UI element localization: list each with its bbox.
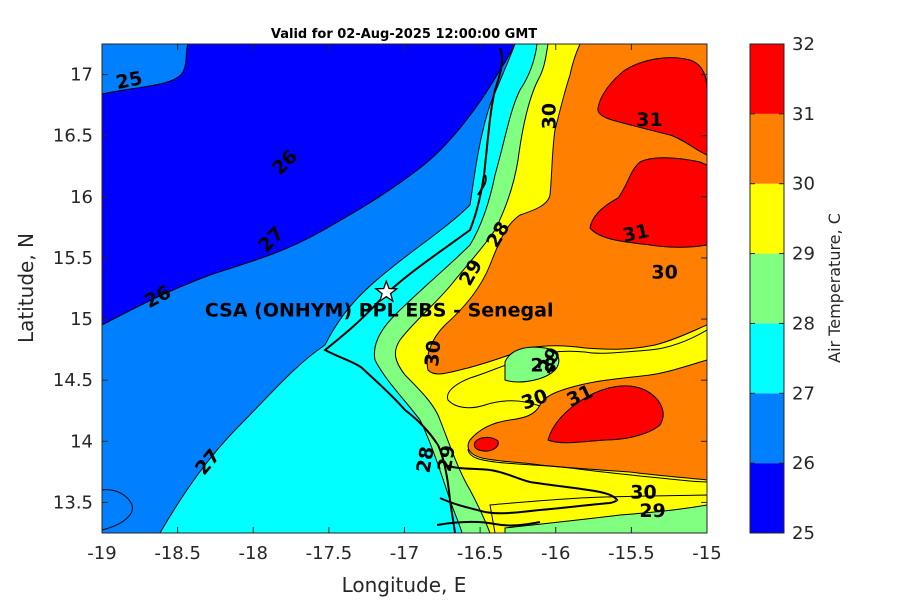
x-axis-label: Longitude, E: [342, 573, 467, 597]
contour-band-26-patch: [102, 489, 133, 531]
contour-band-31-upper-2: [589, 157, 707, 248]
contour-label: 25: [114, 67, 144, 94]
casamance-border: [436, 520, 541, 527]
y-axis-ticks: 13.5 14 14.5 15 15.5 16 16.5 17: [53, 65, 707, 513]
x-axis-ticks: -19 -18.5 -18 -17.5 -17 -16.5 -16 -15.5 -15: [87, 44, 722, 564]
x-tick-label: -17: [390, 543, 419, 564]
x-tick-label: -18.5: [154, 543, 201, 564]
contour-label: 30: [651, 262, 677, 284]
map-plot-area: [102, 44, 707, 533]
colorbar-tick-label: 31: [792, 104, 815, 125]
colorbar-band: [750, 463, 784, 533]
contour-label: 31: [636, 109, 662, 131]
contour-label: 30: [630, 482, 656, 504]
colorbar-band: [750, 253, 784, 324]
y-tick-label: 13.5: [53, 492, 93, 513]
contour-band-31-small: [473, 436, 499, 452]
y-tick-label: 16.5: [53, 126, 93, 147]
x-tick-label: -18: [239, 543, 268, 564]
colorbar-tick-label: 30: [792, 174, 815, 195]
x-tick-label: -15.5: [608, 543, 655, 564]
contour-label: 28: [530, 355, 556, 377]
x-tick-label: -16.5: [457, 543, 504, 564]
colorbar-tick-label: 25: [792, 523, 815, 544]
y-tick-label: 17: [70, 65, 93, 86]
colorbar-label: Air Temperature, C: [825, 213, 844, 363]
colorbar-ticks: 25 26 27 28 29 30 31 32: [750, 34, 815, 544]
y-axis-label: Latitude, N: [14, 233, 38, 343]
gambia-border-north: [444, 464, 618, 501]
contour-band-28-patch: [504, 346, 560, 383]
contour-label: 29: [639, 500, 665, 522]
y-tick-label: 15: [70, 309, 93, 330]
contour-label: 28: [413, 445, 439, 475]
colorbar-band: [750, 113, 784, 184]
x-tick-label: -16: [541, 543, 570, 564]
colorbar-tick-label: 27: [792, 383, 815, 404]
gambia-border-south: [439, 497, 619, 515]
y-tick-label: 16: [70, 187, 93, 208]
site-label: CSA (ONHYM) PPL EBS - Senegal: [205, 300, 554, 322]
colorbar: [750, 44, 784, 533]
site-star-icon: [374, 279, 399, 303]
y-tick-label: 14.5: [53, 370, 93, 391]
colorbar-tick-label: 32: [792, 34, 815, 55]
site-marker: CSA (ONHYM) PPL EBS - Senegal: [205, 279, 554, 322]
coastline: [323, 47, 504, 533]
map-title: Valid for 02-Aug-2025 12:00:00 GMT: [271, 27, 537, 42]
colorbar-frame: [749, 43, 785, 534]
contour-label: 31: [621, 220, 651, 247]
colorbar-tick-label: 28: [792, 313, 815, 334]
colorbar-tick-label: 29: [792, 244, 815, 265]
colorbar-band: [750, 183, 784, 254]
colorbar-tick-label: 26: [792, 453, 815, 474]
contour-band-31-lower: [547, 385, 664, 444]
x-tick-label: -17.5: [306, 543, 353, 564]
x-tick-label: -15: [692, 543, 721, 564]
contour-label: 29: [434, 443, 460, 473]
senegal-river-border: [477, 174, 487, 196]
colorbar-band: [750, 323, 784, 394]
colorbar-band: [750, 44, 784, 114]
contour-band-28-strip: [504, 504, 707, 533]
y-tick-label: 14: [70, 431, 93, 452]
x-tick-label: -19: [87, 543, 116, 564]
contour-label: 30: [421, 339, 445, 367]
contour-band-31-upper-1: [597, 57, 707, 156]
y-tick-label: 15.5: [53, 248, 93, 269]
colorbar-band: [750, 393, 784, 464]
contour-label: 30: [539, 103, 561, 129]
